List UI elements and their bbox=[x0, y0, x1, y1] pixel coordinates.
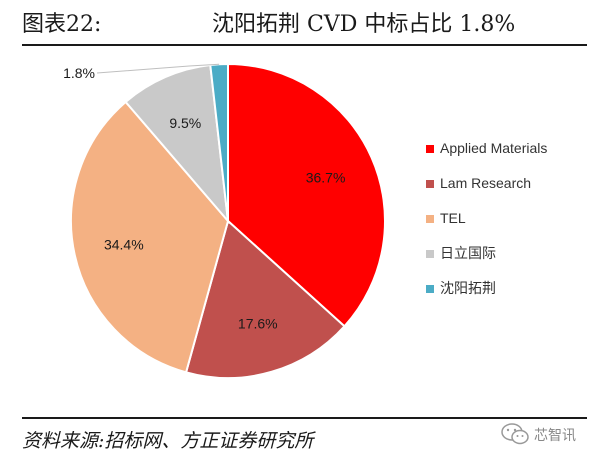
pie-slice-2 bbox=[70, 100, 230, 374]
legend-label-3: 日立国际 bbox=[440, 245, 496, 261]
watermark: 芯智讯 bbox=[500, 421, 595, 449]
legend-label-2: TEL bbox=[440, 210, 466, 226]
legend-swatch-0 bbox=[426, 145, 434, 153]
legend-label-1: Lam Research bbox=[440, 175, 531, 191]
legend-swatch-3 bbox=[426, 250, 434, 258]
legend-label-4: 沈阳拓荆 bbox=[440, 280, 496, 296]
watermark-text: 芯智讯 bbox=[534, 428, 576, 444]
source-note: 资料来源:招标网、方正证券研究所 bbox=[22, 430, 314, 452]
legend-swatch-4 bbox=[426, 285, 434, 293]
leader-line-4 bbox=[96, 63, 220, 74]
pie-slice-0 bbox=[227, 62, 386, 328]
data-label-3: 9.5% bbox=[169, 115, 201, 131]
data-label-1: 17.6% bbox=[238, 316, 278, 332]
bottom-rule bbox=[22, 417, 587, 419]
data-label-2: 34.4% bbox=[104, 236, 144, 252]
chart-title: 沈阳拓荆 CVD 中标占比 1.8% bbox=[212, 12, 516, 37]
pie-chart: 36.7% 17.6% 34.4% 9.5% 1.8% Applied Material… bbox=[63, 62, 547, 379]
data-label-4: 1.8% bbox=[63, 65, 95, 81]
pie-slices bbox=[70, 62, 386, 379]
legend-label-0: Applied Materials bbox=[440, 140, 547, 156]
data-label-0: 36.7% bbox=[306, 170, 346, 186]
figure-number: 图表22: bbox=[22, 12, 102, 37]
legend-swatch-2 bbox=[426, 215, 434, 223]
wechat-icon bbox=[501, 423, 529, 445]
pie-data-labels: 36.7% 17.6% 34.4% 9.5% 1.8% bbox=[63, 63, 346, 332]
pie-slice-1 bbox=[184, 219, 346, 379]
legend-swatch-1 bbox=[426, 180, 434, 188]
top-rule bbox=[22, 44, 587, 46]
title-row: 图表22: 沈阳拓荆 CVD 中标占比 1.8% bbox=[22, 6, 592, 38]
